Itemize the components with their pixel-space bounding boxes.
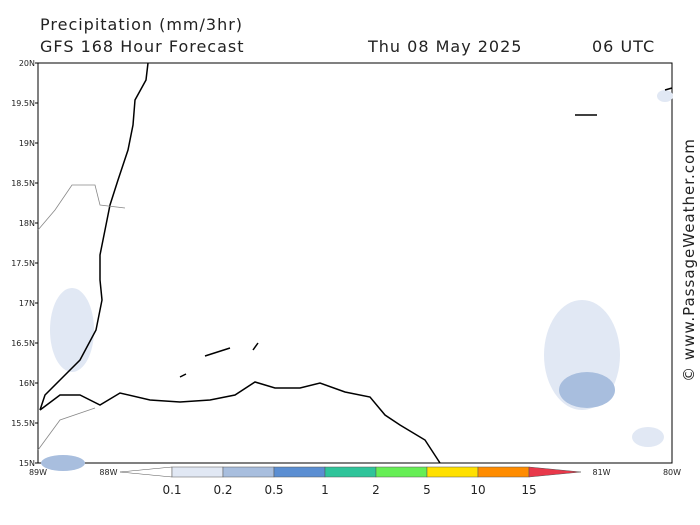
coastline [39, 381, 441, 464]
legend-swatch [171, 466, 224, 478]
lat-label: 20N [19, 59, 35, 68]
lat-label: 19.5N [11, 99, 35, 108]
date: Thu 08 May 2025 [367, 37, 522, 56]
precip-area [657, 90, 673, 102]
border [37, 184, 126, 451]
legend-label: 15 [521, 483, 536, 497]
legend-swatch [119, 466, 173, 478]
title: Precipitation (mm/3hr) [40, 15, 243, 34]
subtitle: GFS 168 Hour Forecast [40, 37, 245, 56]
watermark: © www.PassageWeather.com [680, 138, 698, 382]
precip-area [632, 427, 664, 447]
legend-swatch [426, 466, 479, 478]
map [37, 62, 673, 471]
legend-label: 0.1 [162, 483, 181, 497]
legend-swatch [477, 466, 530, 478]
lon-label: 81W [593, 468, 611, 477]
lat-label: 17.5N [11, 259, 35, 268]
lat-label: 17N [19, 299, 35, 308]
precip-area [50, 288, 94, 372]
lat-label: 16N [19, 379, 35, 388]
lat-label: 18.5N [11, 179, 35, 188]
lon-label: 88W [99, 468, 117, 477]
lon-label: 80W [663, 468, 681, 477]
legend-swatch [375, 466, 428, 478]
island [179, 87, 673, 378]
coastline [39, 62, 149, 411]
lon-label: 89W [29, 468, 47, 477]
legend-swatch [222, 466, 275, 478]
lat-label: 15N [19, 459, 35, 468]
legend-label: 10 [470, 483, 485, 497]
legend-swatch [528, 466, 582, 478]
lat-label: 16.5N [11, 339, 35, 348]
lat-label: 19N [19, 139, 35, 148]
legend-label: 5 [423, 483, 431, 497]
legend-swatch [273, 466, 326, 478]
legend-swatch [324, 466, 377, 478]
time: 06 UTC [592, 37, 655, 56]
legend-label: 1 [321, 483, 329, 497]
lat-label: 18N [19, 219, 35, 228]
precip-area [559, 372, 615, 408]
precip-area [41, 455, 85, 471]
legend-label: 2 [372, 483, 380, 497]
lat-label: 15.5N [11, 419, 35, 428]
legend-label: 0.5 [264, 483, 283, 497]
legend-label: 0.2 [213, 483, 232, 497]
